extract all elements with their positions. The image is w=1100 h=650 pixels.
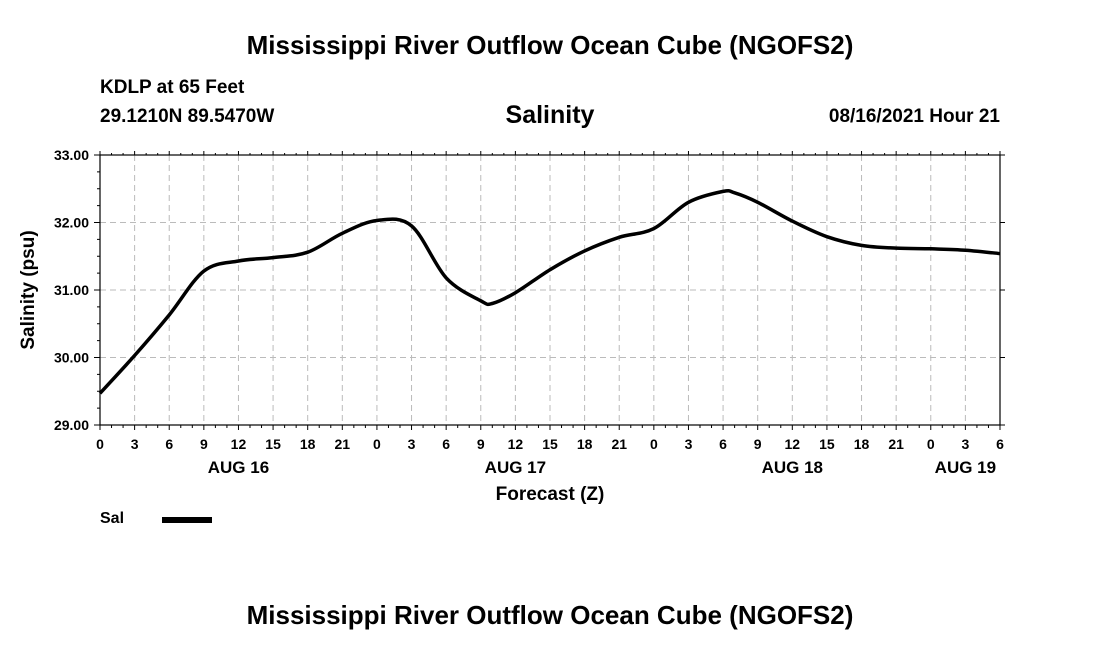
x-tick-label: 6 xyxy=(719,436,727,452)
y-tick-label: 30.00 xyxy=(54,350,89,366)
x-tick-label: 3 xyxy=(408,436,416,452)
x-tick-label: 9 xyxy=(477,436,485,452)
x-tick-label: 3 xyxy=(685,436,693,452)
y-tick-label: 33.00 xyxy=(54,147,89,163)
x-tick-label: 21 xyxy=(335,436,351,452)
x-tick-label: 18 xyxy=(577,436,593,452)
grid-layer xyxy=(100,155,1000,425)
y-tick-label: 32.00 xyxy=(54,215,89,231)
x-tick-label: 15 xyxy=(542,436,558,452)
x-tick-label: 6 xyxy=(442,436,450,452)
x-tick-label: 21 xyxy=(888,436,904,452)
date-label: AUG 19 xyxy=(935,458,996,477)
axis-layer: 0 3 6 9 12 15 18 21 0 3 6 9 12 15 18 21 0 3 6 9 12 15 18 21 0 3 6 2… xyxy=(54,147,1005,477)
station-coordinates: 29.1210N 89.5470W xyxy=(100,106,275,127)
plot-frame xyxy=(99,154,1001,426)
x-tick-label: 3 xyxy=(961,436,969,452)
date-label: AUG 18 xyxy=(762,458,823,477)
y-tick-label: 29.00 xyxy=(54,417,89,433)
y-tick-label: 31.00 xyxy=(54,282,89,298)
x-tick-label: 0 xyxy=(96,436,104,452)
x-tick-label: 9 xyxy=(200,436,208,452)
chart-title-bottom: Mississippi River Outflow Ocean Cube (NG… xyxy=(246,600,854,630)
variable-title: Salinity xyxy=(505,101,595,129)
x-tick-label: 12 xyxy=(231,436,247,452)
date-label: AUG 17 xyxy=(485,458,546,477)
x-tick-label: 12 xyxy=(785,436,801,452)
x-tick-label: 21 xyxy=(611,436,627,452)
date-label: AUG 16 xyxy=(208,458,269,477)
x-tick-label: 12 xyxy=(508,436,524,452)
x-tick-label: 6 xyxy=(165,436,173,452)
x-tick-label: 9 xyxy=(754,436,762,452)
legend-swatch xyxy=(162,517,212,523)
x-axis-label: Forecast (Z) xyxy=(496,484,605,505)
x-tick-label: 15 xyxy=(819,436,835,452)
station-label: KDLP at 65 Feet xyxy=(100,77,245,98)
x-tick-label: 6 xyxy=(996,436,1004,452)
x-tick-label: 0 xyxy=(650,436,658,452)
x-tick-label: 0 xyxy=(927,436,935,452)
x-tick-label: 18 xyxy=(300,436,316,452)
x-tick-label: 3 xyxy=(131,436,139,452)
forecast-run-time: 08/16/2021 Hour 21 xyxy=(828,106,1000,127)
series-line-sal xyxy=(98,188,1001,395)
x-tick-label: 0 xyxy=(373,436,381,452)
x-tick-label: 18 xyxy=(854,436,870,452)
chart-title-top: Mississippi River Outflow Ocean Cube (NG… xyxy=(246,30,854,60)
legend-label: Sal xyxy=(100,510,125,527)
x-tick-label: 15 xyxy=(265,436,281,452)
y-axis-label: Salinity (psu) xyxy=(18,230,39,349)
series-layer xyxy=(98,188,1001,395)
